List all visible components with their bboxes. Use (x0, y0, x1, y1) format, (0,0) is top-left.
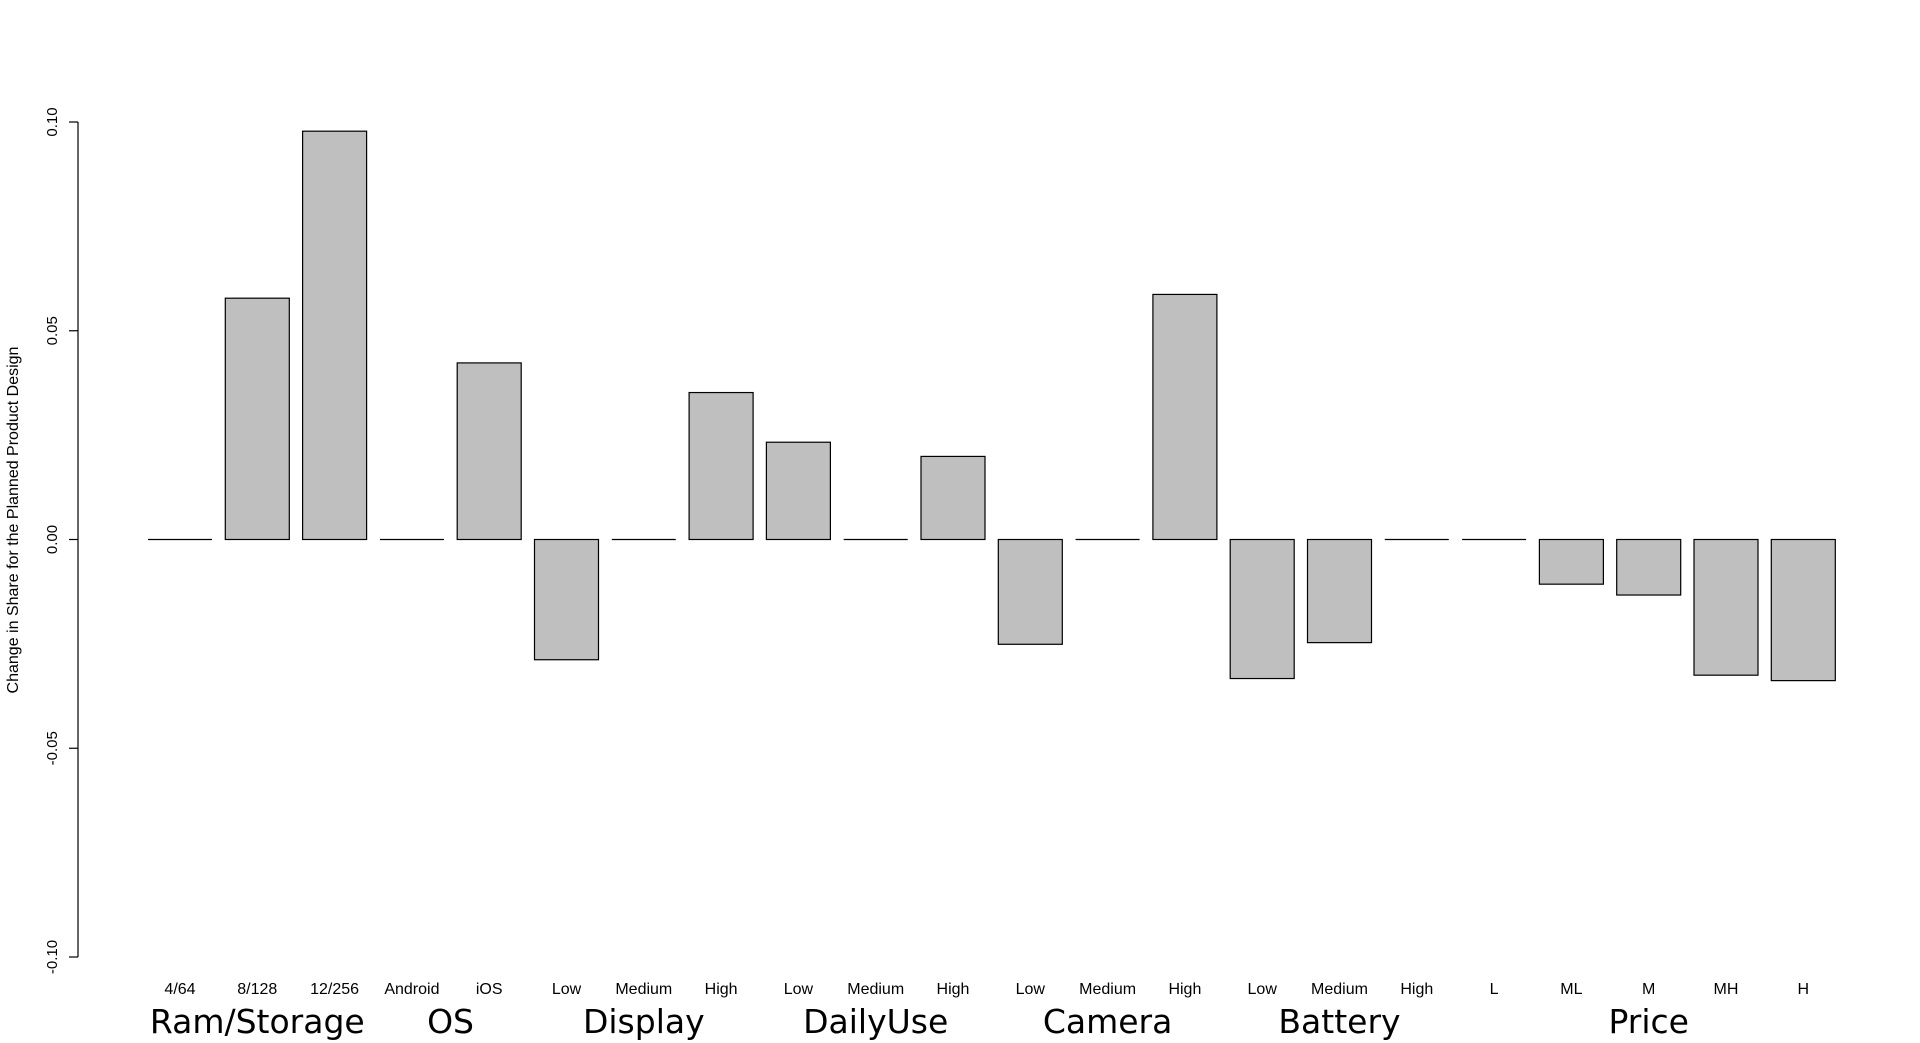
bar-19 (1616, 538, 1682, 596)
bar-15 (1306, 538, 1373, 644)
category-labels: 4/64 8/128 12/256 Android iOS Low Medium High Lo… (164, 981, 1809, 998)
category-label: High (937, 981, 970, 998)
bar-10 (920, 455, 986, 541)
group-labels: Ram/Storage OS Display DailyUse Camera Batter… (150, 1002, 1689, 1041)
category-label: H (1798, 981, 1810, 998)
bars (148, 130, 1836, 682)
group-label: OS (427, 1002, 474, 1041)
category-label: ML (1560, 981, 1582, 998)
category-label: Low (784, 981, 814, 998)
category-label: iOS (476, 981, 503, 998)
category-label: M (1642, 981, 1655, 998)
bar-5 (533, 538, 600, 661)
y-tick-label: -0.05 (44, 731, 61, 765)
y-axis: -0.10 -0.05 0.00 0.05 0.10 (44, 107, 79, 974)
category-label: High (1168, 981, 1201, 998)
category-label: Low (1016, 981, 1046, 998)
bar-21 (1770, 538, 1836, 682)
bar-20 (1693, 538, 1759, 676)
bar-2 (302, 130, 368, 541)
category-label: Medium (847, 981, 904, 998)
category-label: 12/256 (310, 981, 359, 998)
bar-1 (224, 297, 290, 541)
y-axis-label: Change in Share for the Planned Product … (5, 347, 22, 694)
category-label: MH (1714, 981, 1739, 998)
bar-8 (765, 441, 832, 541)
bar-11 (997, 538, 1063, 645)
bar-14 (1229, 538, 1295, 680)
bar-13 (1152, 293, 1218, 541)
bar-18 (1538, 538, 1605, 585)
y-tick-label: 0.05 (44, 316, 61, 345)
category-label: Medium (1311, 981, 1368, 998)
bar-7 (688, 391, 754, 541)
group-label: Display (583, 1002, 705, 1041)
category-label: 8/128 (237, 981, 277, 998)
category-label: Low (1248, 981, 1278, 998)
y-tick-label: 0.00 (44, 525, 61, 554)
category-label: L (1490, 981, 1499, 998)
group-label: Camera (1043, 1002, 1173, 1041)
group-label: Price (1608, 1002, 1689, 1041)
category-label: 4/64 (164, 981, 195, 998)
y-tick-label: -0.10 (44, 940, 61, 974)
group-label: Ram/Storage (150, 1002, 365, 1041)
y-tick-label: 0.10 (44, 107, 61, 136)
category-label: Android (384, 981, 439, 998)
category-label: Medium (615, 981, 672, 998)
category-label: High (705, 981, 738, 998)
bar-4 (456, 362, 522, 541)
group-label: Battery (1278, 1002, 1400, 1041)
category-label: Low (552, 981, 582, 998)
group-label: DailyUse (803, 1002, 948, 1041)
category-label: Medium (1079, 981, 1136, 998)
category-label: High (1400, 981, 1433, 998)
